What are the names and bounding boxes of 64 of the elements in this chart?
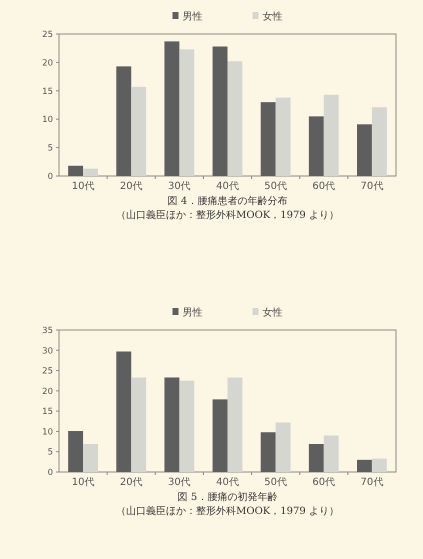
bar bbox=[83, 168, 98, 176]
bar bbox=[68, 431, 84, 472]
bar bbox=[260, 102, 276, 176]
bar bbox=[212, 46, 228, 176]
bar bbox=[276, 422, 291, 472]
x-tick-label: 70代 bbox=[360, 477, 384, 488]
x-tick-label: 50代 bbox=[264, 181, 288, 192]
y-tick-label: 35 bbox=[42, 326, 53, 336]
y-tick-label: 20 bbox=[42, 58, 53, 68]
y-tick-label: 10 bbox=[42, 427, 53, 438]
x-tick-label: 10代 bbox=[72, 477, 94, 488]
legend-label: 女性 bbox=[262, 306, 282, 318]
bar bbox=[324, 94, 339, 176]
bar bbox=[228, 61, 242, 176]
bar bbox=[68, 166, 84, 176]
y-tick-label: 5 bbox=[48, 448, 53, 458]
y-tick-label: 15 bbox=[42, 407, 53, 418]
y-tick-label: 5 bbox=[48, 144, 53, 154]
y-tick-label: 25 bbox=[42, 366, 53, 377]
bar bbox=[116, 352, 132, 472]
bar bbox=[372, 107, 387, 176]
bar bbox=[164, 41, 180, 176]
legend-label: 男性 bbox=[182, 306, 202, 318]
bar bbox=[131, 377, 146, 472]
bar bbox=[228, 377, 242, 472]
text: 図 4．腰痛患者の年齢分布 bbox=[168, 195, 288, 207]
legend-label: 男性 bbox=[182, 10, 202, 22]
bar bbox=[324, 435, 339, 472]
y-tick-label: 0 bbox=[48, 468, 53, 478]
bar bbox=[131, 86, 146, 176]
y-tick-label: 20 bbox=[42, 386, 53, 397]
x-tick-label: 30代 bbox=[168, 477, 191, 488]
legend-label: 女性 bbox=[262, 10, 282, 22]
bar bbox=[179, 380, 194, 472]
bar bbox=[357, 460, 372, 472]
bar bbox=[212, 399, 228, 472]
bar bbox=[83, 444, 98, 472]
y-tick-label: 15 bbox=[42, 86, 53, 97]
x-tick-label: 40代 bbox=[216, 477, 239, 488]
text: （山口義臣ほか：整形外科MOOK，1979 より） bbox=[116, 209, 339, 221]
bar bbox=[116, 66, 132, 176]
y-tick-label: 0 bbox=[48, 172, 53, 182]
bar bbox=[260, 432, 276, 472]
y-tick-label: 30 bbox=[42, 346, 53, 356]
text: 図 5．腰痛の初発年齢 bbox=[178, 491, 278, 503]
x-tick-label: 50代 bbox=[264, 477, 288, 488]
bar bbox=[164, 377, 180, 472]
x-tick-label: 40代 bbox=[216, 181, 239, 192]
bar bbox=[179, 49, 194, 176]
x-tick-label: 60代 bbox=[312, 181, 336, 192]
bar bbox=[372, 458, 387, 472]
x-tick-label: 70代 bbox=[360, 181, 384, 192]
bar bbox=[308, 444, 324, 472]
x-tick-label: 60代 bbox=[312, 477, 336, 488]
x-tick-label: 30代 bbox=[168, 181, 191, 192]
y-tick-label: 25 bbox=[42, 30, 53, 40]
text: （山口義臣ほか：整形外科MOOK，1979 より） bbox=[116, 505, 339, 517]
y-tick-label: 10 bbox=[42, 115, 53, 126]
x-tick-label: 20代 bbox=[120, 477, 143, 488]
x-tick-label: 20代 bbox=[120, 181, 143, 192]
bar bbox=[276, 98, 291, 176]
bar bbox=[357, 124, 372, 176]
bar bbox=[308, 116, 324, 176]
x-tick-label: 10代 bbox=[72, 181, 94, 192]
